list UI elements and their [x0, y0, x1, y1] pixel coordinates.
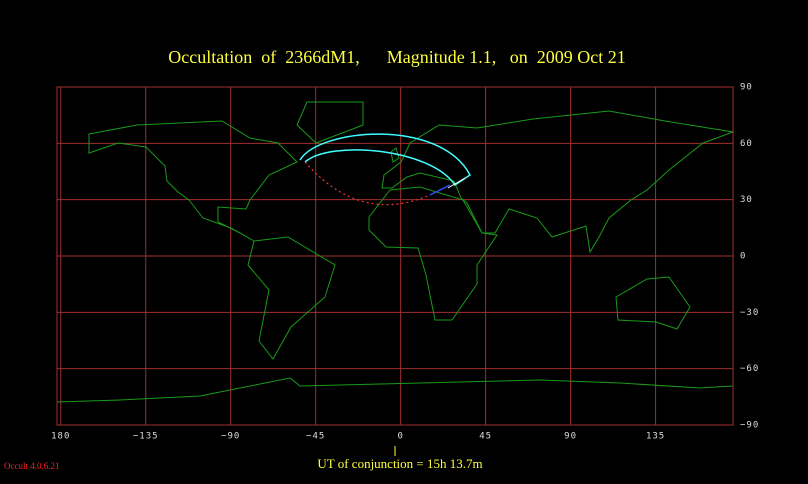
x-tick-label: 180 — [51, 432, 70, 442]
south-america — [247, 236, 336, 360]
x-tick-label: −45 — [306, 432, 325, 442]
y-tick-label: −60 — [740, 364, 759, 374]
antarctica — [56, 377, 734, 403]
shadow-path — [299, 133, 471, 187]
y-tick-label: 0 — [740, 252, 746, 262]
map-frame — [56, 86, 734, 426]
greenland — [296, 101, 364, 144]
x-tick-label: 135 — [646, 432, 665, 442]
x-tick-label: 45 — [479, 432, 492, 442]
eurasia — [381, 110, 735, 254]
occultation-path — [299, 133, 471, 206]
y-tick-label: −30 — [740, 308, 759, 318]
version-label: Occult 4.0.6.21 — [4, 461, 60, 471]
y-tick-label: 90 — [740, 83, 753, 93]
north-america — [88, 120, 298, 242]
conjunction-label: UT of conjunction = 15h 13.7m — [317, 456, 482, 471]
uk — [390, 147, 400, 163]
x-tick-label: −90 — [221, 432, 240, 442]
path-end — [447, 177, 466, 189]
grid — [57, 86, 733, 426]
daylight-path — [304, 161, 431, 206]
twilight-path — [429, 184, 451, 196]
x-tick-label: −135 — [133, 432, 159, 442]
y-tick-label: −90 — [740, 421, 759, 431]
y-tick-label: 60 — [740, 139, 753, 149]
y-tick-label: 30 — [740, 195, 753, 205]
africa — [368, 186, 498, 321]
x-tick-label: 90 — [564, 432, 577, 442]
coastlines — [56, 101, 735, 403]
australia — [615, 276, 691, 330]
x-tick-label: 0 — [397, 432, 403, 442]
map-title: Occultation of 2366dM1, Magnitude 1.1, o… — [168, 47, 625, 67]
